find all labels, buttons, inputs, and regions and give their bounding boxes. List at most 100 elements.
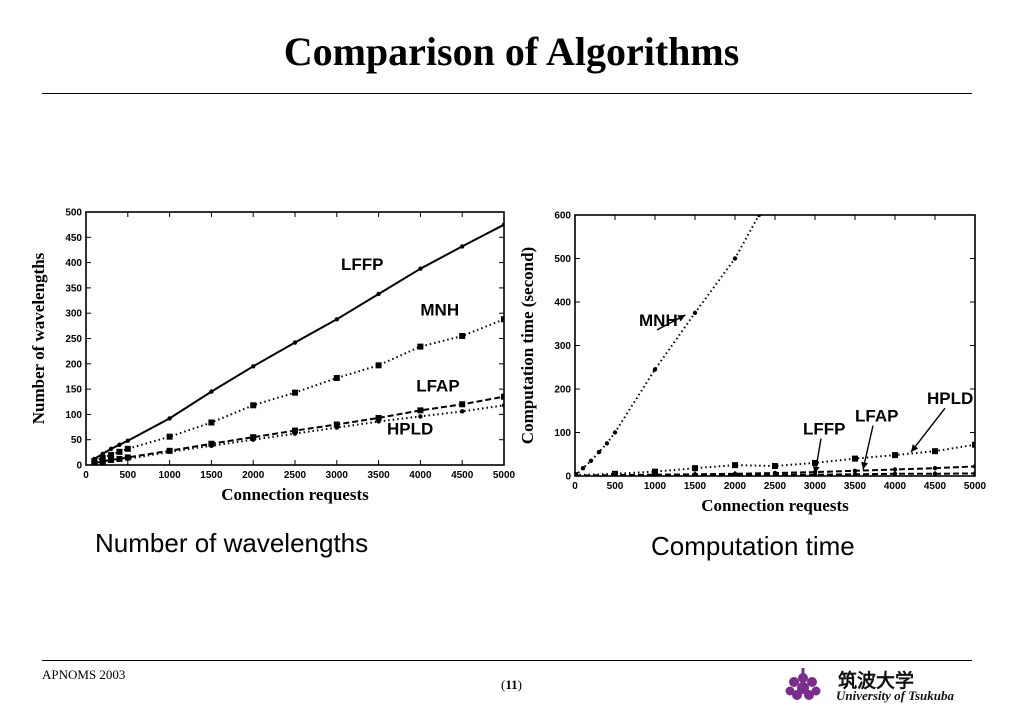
data-point-lfap: [250, 434, 257, 441]
x-tick-label: 3500: [367, 470, 390, 481]
y-tick-label: 200: [554, 385, 571, 396]
data-point-hpld: [692, 472, 698, 476]
series-annotation-hpld: HPLD: [927, 389, 973, 408]
y-tick-label: 250: [65, 334, 82, 345]
series-annotation-lffp: LFFP: [803, 420, 846, 439]
data-point-lffp: [125, 438, 130, 443]
data-point-lfap: [417, 407, 424, 414]
data-point-mnh: [732, 256, 738, 261]
data-point-lffp: [772, 462, 778, 469]
footer-conference: APNOMS 2003: [42, 667, 126, 682]
x-tick-label: 1500: [200, 470, 223, 481]
data-point-hpld: [376, 419, 381, 424]
data-point-hpld: [100, 459, 105, 465]
y-tick-label: 150: [65, 385, 82, 396]
data-point-mnh: [652, 367, 658, 372]
data-point-mnh: [375, 362, 382, 369]
data-point-hpld: [892, 471, 898, 476]
data-point-lffp: [501, 222, 504, 227]
x-tick-label: 2500: [764, 481, 787, 492]
data-point-hpld: [501, 403, 504, 408]
x-tick-label: 4500: [451, 470, 474, 481]
series-line-hpld: [94, 404, 504, 465]
series-annotation-mnh: MNH: [420, 301, 459, 320]
data-point-hpld: [125, 456, 130, 462]
data-point-hpld: [117, 457, 122, 463]
plot-frame: [574, 214, 976, 477]
y-tick-label: 50: [71, 435, 83, 446]
x-tick-label: 5000: [493, 470, 516, 481]
data-point-lffp: [209, 389, 214, 394]
series-line-lffp: [93, 223, 504, 460]
x-tick-label: 500: [119, 470, 136, 481]
x-tick-label: 4000: [409, 470, 432, 481]
data-point-lffp: [108, 446, 114, 452]
data-point-lffp: [418, 266, 423, 271]
y-tick-label: 600: [554, 211, 571, 222]
footer-divider: [42, 660, 972, 661]
data-point-lffp: [251, 364, 256, 369]
data-point-lffp: [932, 448, 938, 455]
y-tick-label: 400: [65, 258, 82, 269]
data-point-lffp: [292, 340, 298, 345]
x-tick-label: 1000: [644, 481, 667, 492]
data-point-mnh: [166, 433, 173, 440]
plot-frame: [85, 211, 505, 466]
x-tick-label: 4000: [884, 481, 907, 492]
x-axis-label: Connection requests: [221, 485, 369, 504]
x-tick-label: 2000: [724, 481, 747, 492]
data-point-lffp: [334, 317, 339, 322]
data-point-hpld: [418, 414, 423, 419]
title-divider: [42, 93, 972, 94]
y-axis-label: Number of wavelengths: [29, 252, 48, 424]
x-tick-label: 1000: [158, 470, 181, 481]
x-tick-label: 3000: [326, 470, 349, 481]
data-point-lffp: [652, 468, 658, 475]
university-logo: [785, 668, 821, 700]
annotation-arrowhead-hpld: [911, 444, 919, 453]
data-point-mnh: [596, 449, 602, 455]
data-point-mnh: [99, 454, 106, 461]
data-point-mnh: [580, 465, 586, 471]
series-group: [91, 222, 504, 465]
caption-left: Number of wavelengths: [95, 528, 369, 558]
data-point-lffp: [972, 441, 975, 448]
data-point-hpld: [334, 425, 339, 430]
data-point-mnh: [501, 316, 504, 323]
data-point-mnh: [417, 343, 424, 350]
data-point-hpld: [167, 449, 172, 455]
computation-time-chart: 0 500 1000 1500 2000 2500 3000 3500 4000 4500 5000…: [518, 211, 987, 516]
data-point-hpld: [209, 443, 214, 448]
series-annotation-mnh: MNH: [639, 311, 678, 330]
data-point-hpld: [292, 431, 298, 436]
annotation-arrowhead-lfap: [861, 461, 868, 470]
slide-title: Comparison of Algorithms: [283, 29, 740, 74]
data-point-mnh: [612, 430, 618, 435]
x-tick-label: 0: [572, 481, 578, 492]
data-point-lfap: [459, 401, 466, 408]
data-point-lffp: [117, 442, 122, 447]
data-point-mnh: [208, 419, 215, 426]
data-point-hpld: [972, 471, 975, 476]
university-name-english: University of Tsukuba: [836, 688, 954, 703]
y-tick-label: 100: [65, 410, 82, 421]
data-point-hpld: [108, 458, 114, 464]
x-tick-label: 3500: [844, 481, 867, 492]
series-annotation-lfap: LFAP: [855, 407, 898, 426]
university-name-japanese: 筑波大学: [838, 670, 915, 692]
data-point-lfap: [972, 464, 975, 469]
data-point-mnh: [124, 445, 131, 452]
series-annotation-lfap: LFAP: [416, 377, 459, 396]
data-point-hpld: [612, 473, 618, 476]
annotation-arrowhead-mnh: [677, 315, 686, 322]
wavelengths-chart: 0 500 1000 1500 2000 2500 3000 3500 4000 4500 5000…: [29, 208, 516, 505]
data-point-hpld: [460, 409, 465, 414]
data-point-hpld: [92, 461, 97, 465]
data-point-mnh: [459, 332, 466, 339]
data-point-lfap: [932, 465, 938, 471]
data-point-hpld: [852, 472, 858, 476]
annotation-arrow-hpld: [910, 407, 946, 453]
data-point-hpld: [812, 472, 818, 476]
data-point-hpld: [575, 473, 578, 476]
data-point-mnh: [116, 448, 123, 455]
